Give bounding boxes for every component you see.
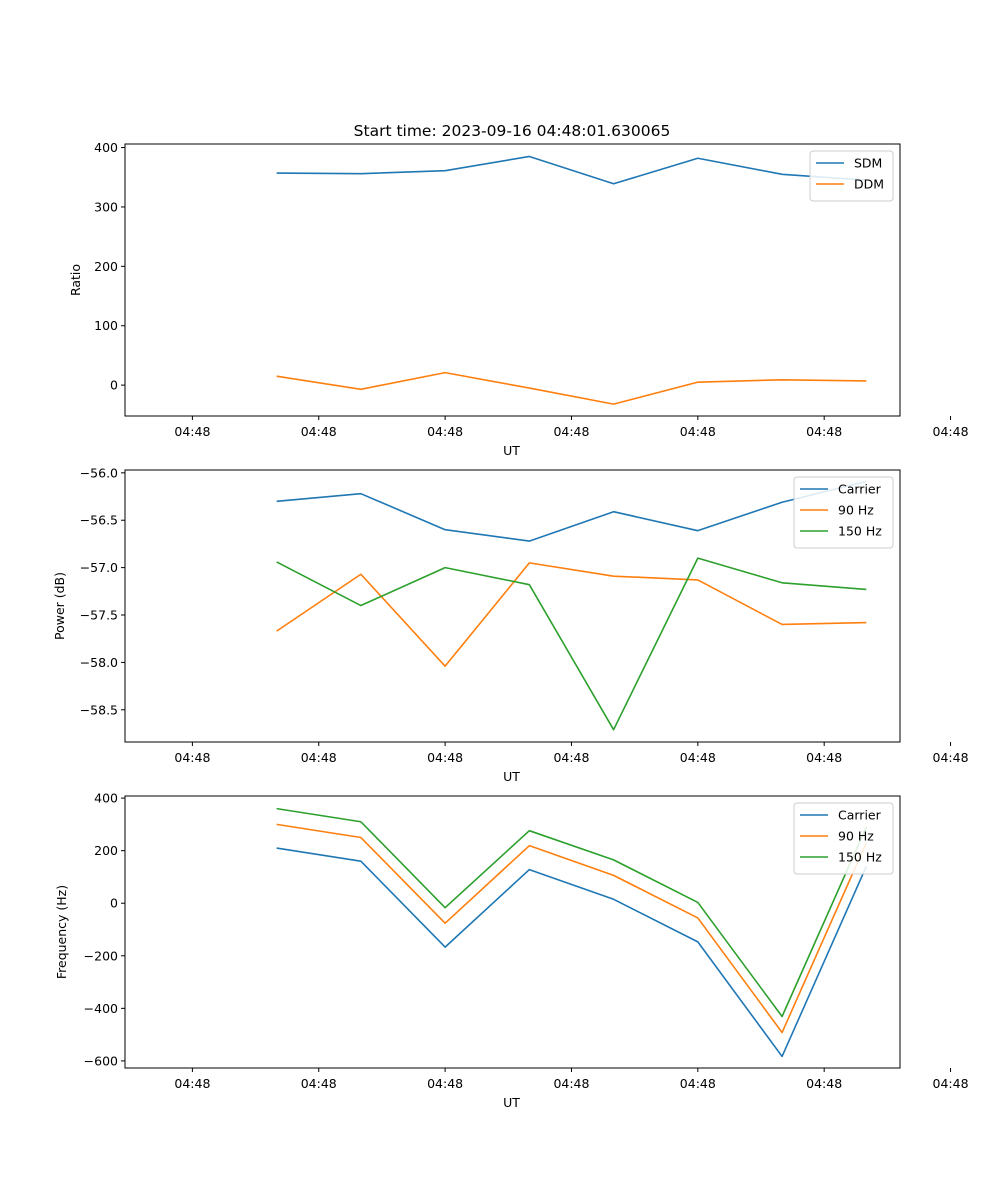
y-tick-label: −600 xyxy=(84,1053,118,1068)
y-tick-label: 300 xyxy=(94,199,118,214)
legend: Carrier 90 Hz 150 Hz xyxy=(793,802,894,875)
series-line-sdm xyxy=(276,155,867,185)
x-tick-label: 04:48 xyxy=(427,424,463,439)
y-tick-label: 0 xyxy=(110,896,118,911)
x-tick-label: 04:48 xyxy=(174,750,210,765)
y-tick-label: −200 xyxy=(84,948,118,963)
x-tick-label: 04:48 xyxy=(427,750,463,765)
figure-title: Start time: 2023-09-16 04:48:01.630065 xyxy=(354,122,671,140)
x-tick-label: 04:48 xyxy=(174,1076,210,1091)
x-tick-label: 04:48 xyxy=(301,750,337,765)
legend-label: DDM xyxy=(854,177,884,192)
plot-area-frame xyxy=(124,469,901,743)
series-line-carrier xyxy=(276,480,867,542)
x-tick-label: 04:48 xyxy=(427,1076,463,1091)
y-tick-label: −56.0 xyxy=(80,465,118,480)
plot-area-frame xyxy=(124,143,901,417)
series-line-90-hz xyxy=(276,823,868,1034)
y-tick-label: 100 xyxy=(94,318,118,333)
y-tick-label: 200 xyxy=(94,843,118,858)
series-line-150-hz xyxy=(276,807,868,1018)
x-tick-label: 04:48 xyxy=(806,424,842,439)
x-axis-label: UT xyxy=(503,769,520,784)
x-tick-label: 04:48 xyxy=(933,424,969,439)
x-tick-label: 04:48 xyxy=(680,1076,716,1091)
legend-label: 90 Hz xyxy=(838,503,874,518)
x-axis-label: UT xyxy=(503,443,520,458)
legend-label: 150 Hz xyxy=(838,524,882,539)
y-tick-label: −57.5 xyxy=(80,608,118,623)
series-line-150-hz xyxy=(276,557,867,731)
legend: Carrier 90 Hz 150 Hz xyxy=(793,476,894,549)
legend-label: Carrier xyxy=(838,808,882,823)
x-tick-label: 04:48 xyxy=(301,1076,337,1091)
y-tick-label: −58.0 xyxy=(80,655,118,670)
y-tick-label: −57.0 xyxy=(80,560,118,575)
y-axis-label: Power (dB) xyxy=(52,572,67,640)
legend-label: 90 Hz xyxy=(838,829,874,844)
y-tick-label: 400 xyxy=(94,140,118,155)
x-tick-label: 04:48 xyxy=(680,750,716,765)
plot-area-frame xyxy=(124,795,901,1069)
legend-label: SDM xyxy=(854,156,882,171)
x-tick-label: 04:48 xyxy=(553,750,589,765)
legend-label: Carrier xyxy=(838,482,882,497)
x-tick-label: 04:48 xyxy=(553,424,589,439)
x-tick-label: 04:48 xyxy=(933,750,969,765)
y-axis-label: Frequency (Hz) xyxy=(54,885,69,979)
y-axis-label: Ratio xyxy=(68,264,83,296)
series-line-ddm xyxy=(276,371,867,405)
x-axis-label: UT xyxy=(503,1095,520,1110)
x-tick-label: 04:48 xyxy=(933,1076,969,1091)
x-tick-label: 04:48 xyxy=(680,424,716,439)
x-tick-label: 04:48 xyxy=(174,424,210,439)
legend-label: 150 Hz xyxy=(838,850,882,865)
series-line-carrier xyxy=(276,847,868,1058)
y-tick-label: −400 xyxy=(84,1001,118,1016)
y-tick-label: −58.5 xyxy=(80,702,118,717)
x-tick-label: 04:48 xyxy=(301,424,337,439)
series-line-90-hz xyxy=(276,562,867,667)
y-tick-label: 0 xyxy=(110,378,118,393)
chart-panel-1: 04:48 04:48 04:48 04:48 04:48 04:48 04:48 0 100 2… xyxy=(68,140,969,458)
chart-panel-3: 04:48 04:48 04:48 04:48 04:48 04:48 04:48 −600 −… xyxy=(54,791,969,1110)
x-tick-label: 04:48 xyxy=(806,750,842,765)
chart-panel-2: 04:48 04:48 04:48 04:48 04:48 04:48 04:48 −58.5… xyxy=(52,465,969,784)
y-tick-label: 200 xyxy=(94,259,118,274)
x-tick-label: 04:48 xyxy=(806,1076,842,1091)
y-tick-label: −56.5 xyxy=(80,513,118,528)
legend: SDM DDM xyxy=(809,150,894,202)
y-tick-label: 400 xyxy=(94,791,118,806)
x-tick-label: 04:48 xyxy=(553,1076,589,1091)
